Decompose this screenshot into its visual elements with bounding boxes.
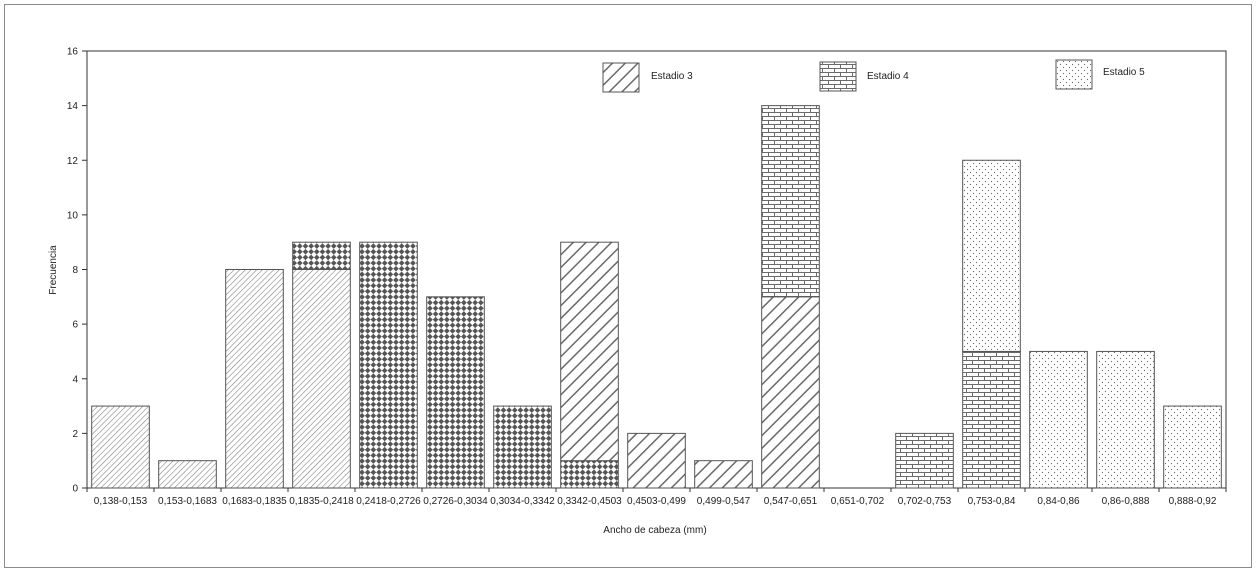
x-tick-label: 0,2726-0,3034 (423, 496, 488, 507)
bar-segment (560, 241, 619, 462)
x-tick-label: 0,753-0,84 (968, 496, 1016, 507)
y-axis-title: Frecuencia (48, 245, 59, 295)
x-tick-label: 0,84-0,86 (1037, 496, 1080, 507)
x-tick-label: 0,499-0,547 (697, 496, 751, 507)
bar-segment (1096, 350, 1155, 489)
x-tick-label: 0,1683-0,1835 (222, 496, 287, 507)
x-tick-label: 0,702-0,753 (898, 496, 952, 507)
x-tick-label: 0,3034-0,3342 (490, 496, 555, 507)
axes: 0 2 4 6 8 10 12 14 16 0,138-0,153 0,153-0,1683 0,16… (67, 47, 1227, 507)
bar-segment (1163, 405, 1222, 489)
bar-segment (560, 460, 619, 489)
bar-segment (694, 460, 753, 489)
y-tick-label: 4 (72, 374, 78, 385)
x-axis-title: Ancho de cabeza (mm) (603, 525, 706, 536)
x-tick-label: 0,888-0,92 (1169, 496, 1217, 507)
x-tick-label: 0,86-0,888 (1102, 496, 1150, 507)
bar-segment (292, 241, 351, 270)
legend-swatch (602, 62, 640, 93)
bar-segment (426, 296, 485, 489)
bar-segment (627, 432, 686, 489)
x-tick-label: 0,547-0,651 (764, 496, 818, 507)
y-tick-label: 10 (67, 210, 79, 221)
legend-swatch (1055, 59, 1093, 90)
legend: Estadio 3 Estadio 4 Estadio 5 (602, 59, 1145, 93)
x-tick-label: 0,2418-0,2726 (356, 496, 421, 507)
bar-segment (895, 432, 954, 489)
y-tick-label: 0 (72, 484, 78, 495)
bar-segment (962, 350, 1021, 489)
y-tick-label: 6 (72, 320, 78, 331)
x-tick-label: 0,651-0,702 (831, 496, 885, 507)
bar-segment (359, 241, 418, 489)
bar-segment (493, 405, 552, 489)
bar-segment (91, 405, 150, 489)
bar-segment (158, 460, 217, 489)
bar-segment (225, 269, 284, 489)
bar-segment (1029, 350, 1088, 489)
legend-swatch (819, 61, 857, 92)
y-tick-label: 12 (67, 156, 79, 167)
y-tick-label: 2 (72, 429, 78, 440)
legend-label: Estadio 3 (651, 71, 693, 82)
bar-segment (962, 159, 1021, 352)
bars-group (91, 105, 1222, 489)
bar-segment (292, 269, 351, 489)
y-tick-label: 16 (67, 47, 79, 58)
x-tick-label: 0,1835-0,2418 (289, 496, 354, 507)
y-tick-label: 14 (67, 101, 79, 112)
x-tick-label: 0,153-0,1683 (158, 496, 217, 507)
legend-label: Estadio 4 (867, 71, 909, 82)
bar-segment (761, 105, 820, 298)
x-tick-label: 0,138-0,153 (94, 496, 148, 507)
legend-label: Estadio 5 (1103, 67, 1145, 78)
x-tick-label: 0,3342-0,4503 (557, 496, 622, 507)
bar-segment (761, 296, 820, 489)
x-tick-label: 0,4503-0,499 (627, 496, 686, 507)
y-tick-label: 8 (72, 265, 78, 276)
